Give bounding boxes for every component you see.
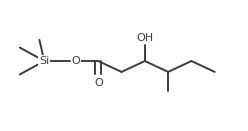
Text: O: O — [94, 78, 103, 88]
Text: O: O — [72, 56, 81, 66]
Text: Si: Si — [39, 56, 49, 66]
Text: OH: OH — [136, 33, 154, 43]
